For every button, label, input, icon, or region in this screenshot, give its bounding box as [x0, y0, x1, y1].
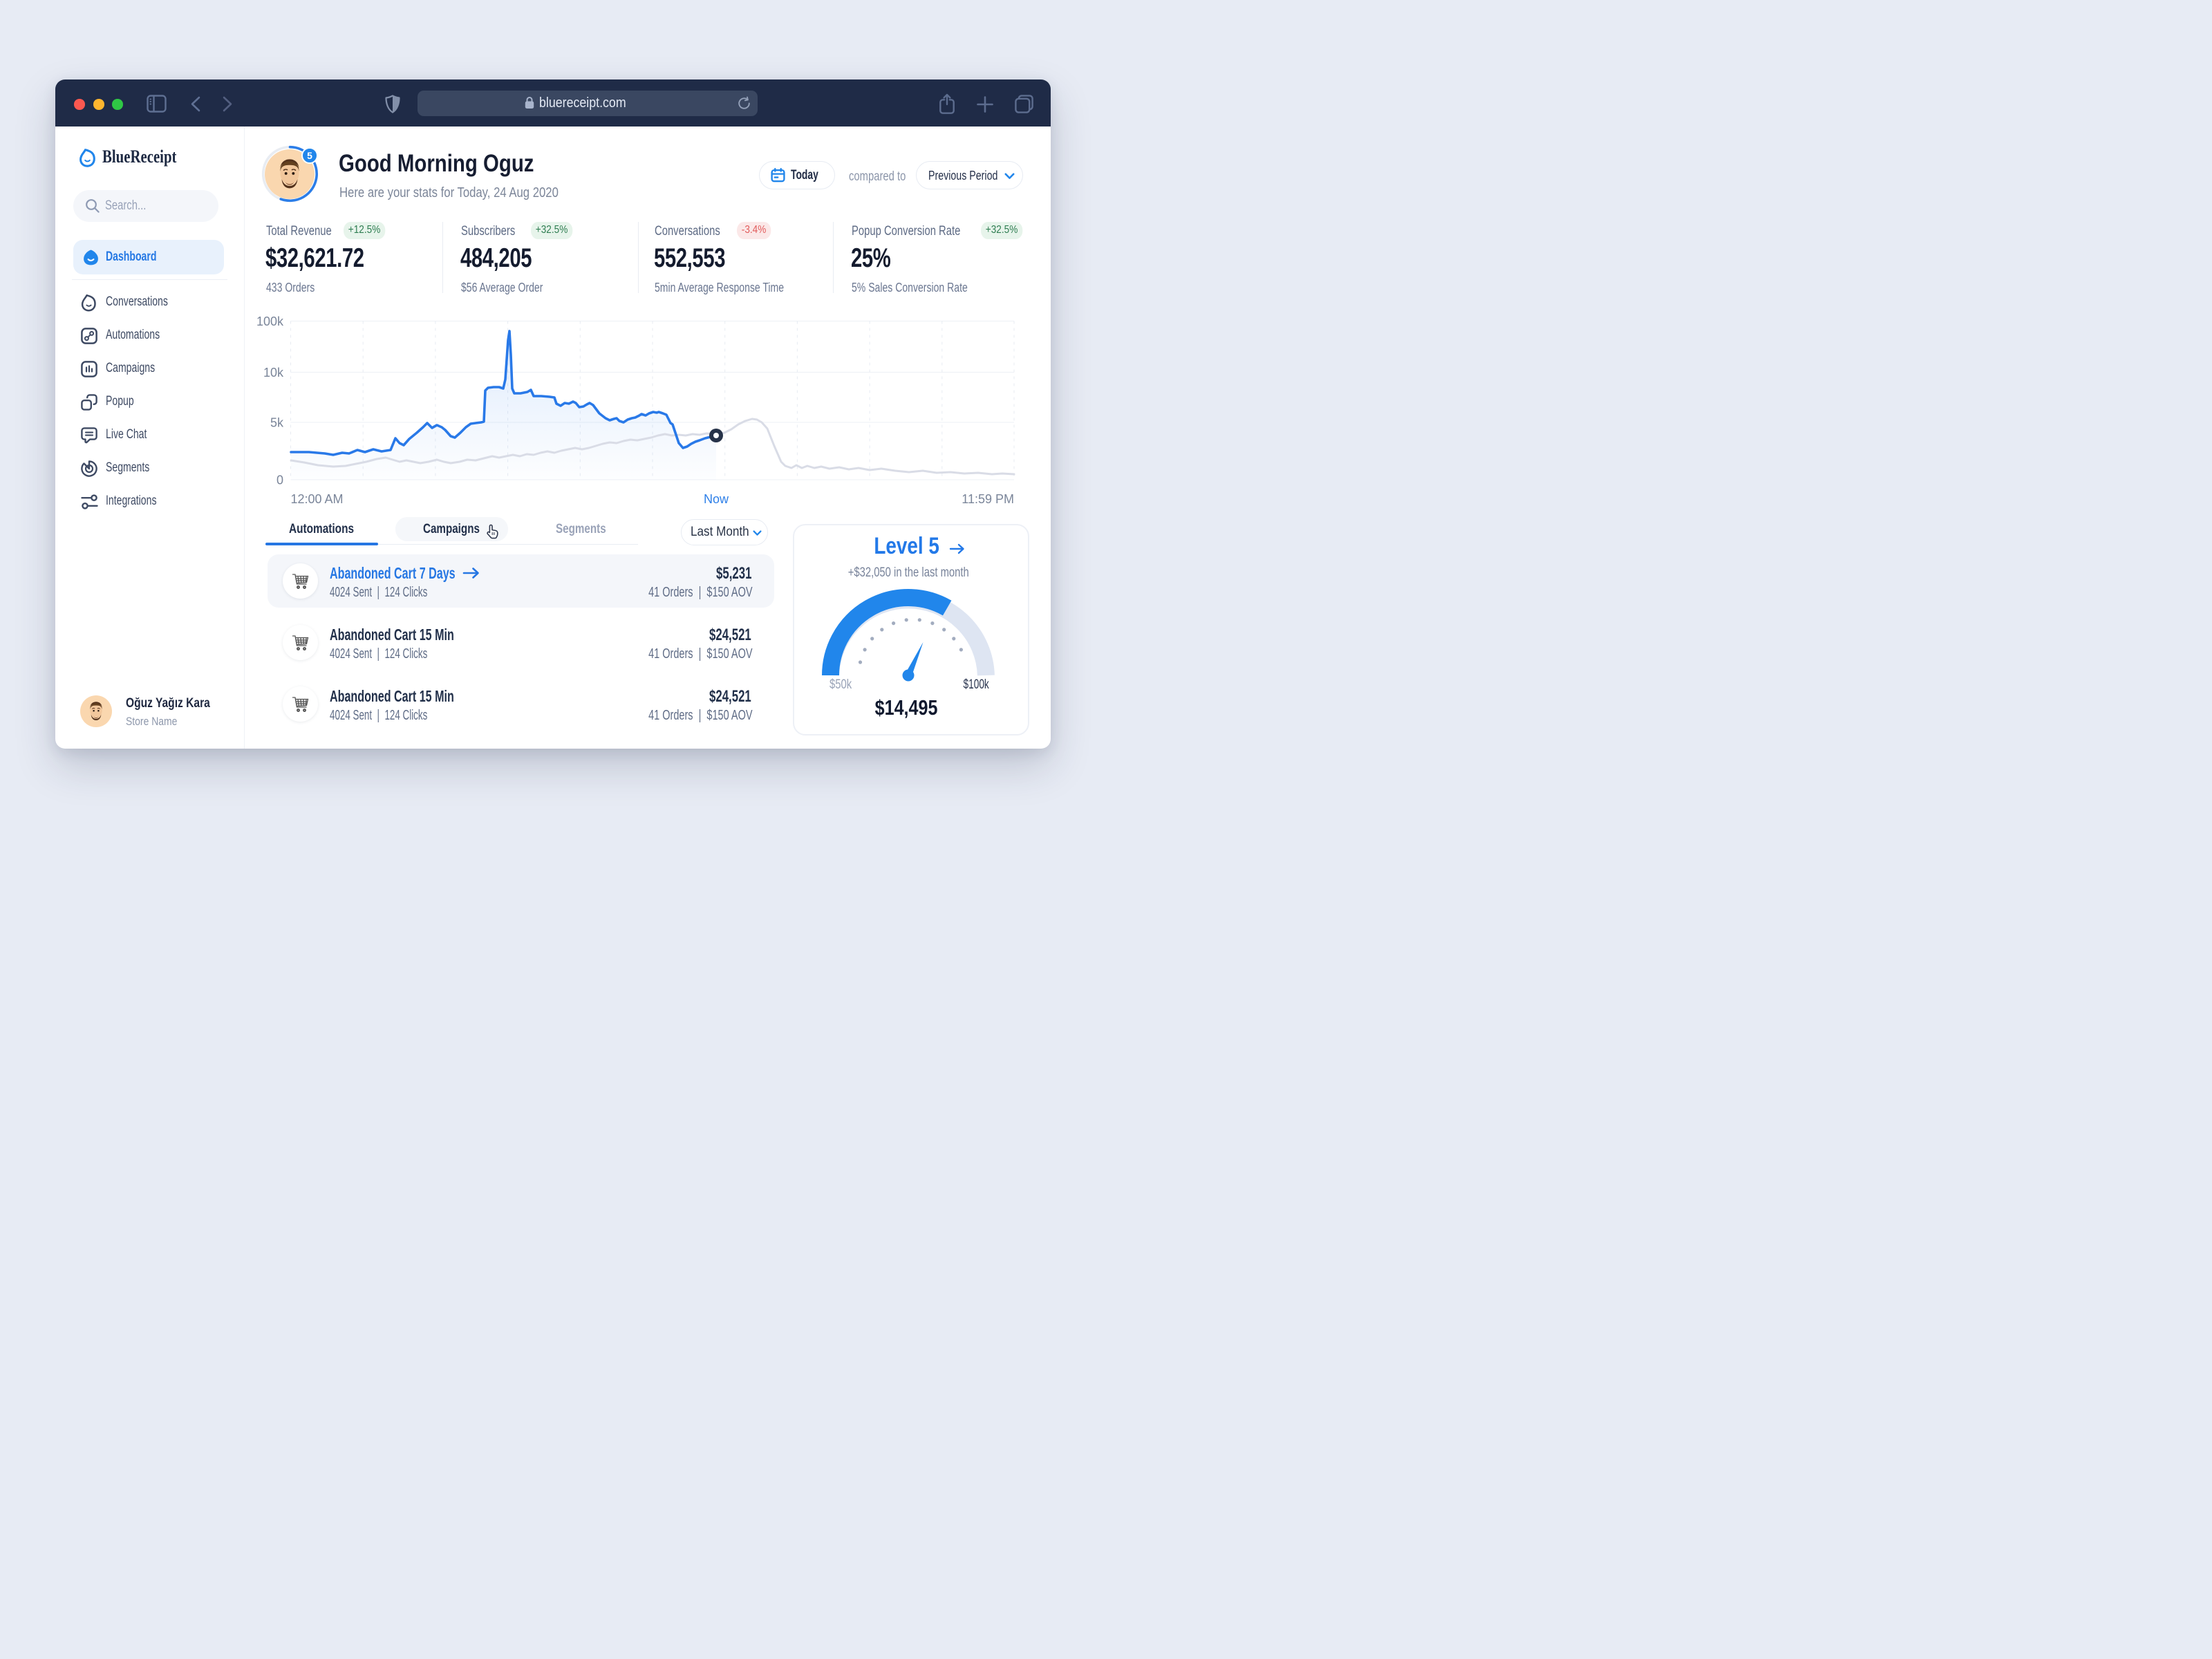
svg-text:10k: 10k: [263, 366, 284, 379]
svg-text:100k: 100k: [256, 315, 284, 328]
svg-text:11:59 PM: 11:59 PM: [962, 492, 1014, 506]
svg-text:Now: Now: [704, 492, 729, 506]
svg-text:12:00 AM: 12:00 AM: [291, 492, 344, 506]
svg-text:0: 0: [276, 474, 283, 487]
svg-text:5k: 5k: [270, 416, 284, 430]
